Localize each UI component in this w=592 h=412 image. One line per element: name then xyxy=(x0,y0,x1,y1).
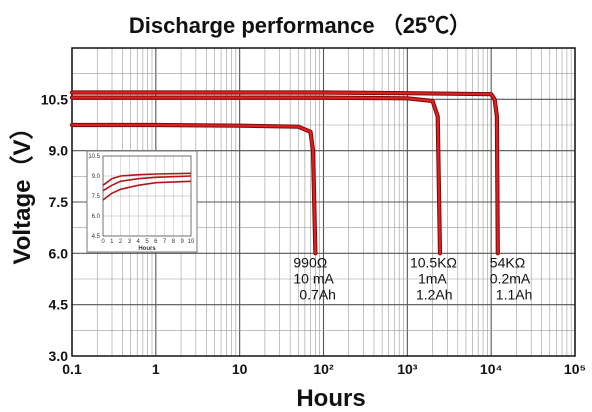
x-tick-label: 10 xyxy=(232,361,248,377)
inset-frame xyxy=(102,155,192,237)
inset-chart: 10.5 9.0 7.5 6.0 4.50 1 2 3 4 5 6 7 8 9 10 Hours xyxy=(86,150,198,253)
series-annotation: 1.2Ah xyxy=(416,286,453,302)
y-tick-labels: 3.0 4.5 6.0 7.5 9.0 10.5 xyxy=(41,91,68,364)
x-tick-label: 10⁴ xyxy=(480,361,503,377)
inset-y-tick: 7.5 xyxy=(92,194,101,200)
series-annotation: 10.5KΩ xyxy=(410,254,457,270)
series-line xyxy=(70,123,317,255)
x-tick-label: 10³ xyxy=(397,361,418,377)
inset-x-tick: 5 xyxy=(145,239,149,245)
x-tick-labels: 0.1 1 10 10² 10³ 10⁴ 10⁵ xyxy=(62,361,586,377)
inset-x-tick: 10 xyxy=(188,239,195,245)
y-tick-label: 7.5 xyxy=(49,194,69,210)
y-tick-label: 4.5 xyxy=(49,297,69,313)
series-annotation: 10 mA xyxy=(293,270,334,286)
chart-title: Discharge performance （25℃） xyxy=(129,13,471,38)
series-annotation: 54KΩ xyxy=(490,254,525,270)
inset-y-tick: 4.5 xyxy=(92,234,101,240)
inset-y-tick: 10.5 xyxy=(88,154,100,160)
inset-x-tick: 2 xyxy=(119,239,123,245)
inset-x-tick: 4 xyxy=(137,239,141,245)
y-tick-label: 6.0 xyxy=(49,245,69,261)
x-tick-label: 10⁵ xyxy=(564,361,586,377)
inset-series-line xyxy=(102,175,192,192)
inset-y-tick: 6.0 xyxy=(92,214,101,220)
inset-x-tick: 6 xyxy=(154,239,158,245)
inset-y-tick: 9.0 xyxy=(92,174,101,180)
x-tick-label: 0.1 xyxy=(62,361,82,377)
plot-frame xyxy=(71,47,576,357)
inset-x-tick: 7 xyxy=(163,239,167,245)
y-tick-label: 9.0 xyxy=(49,143,69,159)
series-line xyxy=(70,96,442,255)
inset-x-label: Hours xyxy=(138,246,156,252)
series-annotation: 0.7Ah xyxy=(299,286,336,302)
series-line xyxy=(70,91,499,255)
y-tick-label: 3.0 xyxy=(49,348,69,364)
series-annotation: 990Ω xyxy=(293,254,327,270)
series-annotation: 1.1Ah xyxy=(496,286,533,302)
inset-x-tick: 0 xyxy=(101,239,105,245)
y-tick-label: 10.5 xyxy=(41,91,68,107)
x-tick-label: 1 xyxy=(152,361,160,377)
x-tick-label: 10² xyxy=(313,361,334,377)
inset-series-line xyxy=(102,172,192,186)
inset-x-tick: 3 xyxy=(128,239,132,245)
inset-x-tick: 1 xyxy=(110,239,114,245)
x-axis-label: Hours xyxy=(296,385,365,412)
inset-x-tick: 9 xyxy=(181,239,185,245)
inset-series-line xyxy=(102,180,192,201)
series-annotation: 0.2mA xyxy=(490,270,531,286)
series-annotation: 1mA xyxy=(418,270,447,286)
inset-background xyxy=(86,150,198,253)
y-axis-label: Voltage（V） xyxy=(9,116,36,265)
series-lines xyxy=(69,90,500,256)
inset-x-tick: 8 xyxy=(172,239,176,245)
